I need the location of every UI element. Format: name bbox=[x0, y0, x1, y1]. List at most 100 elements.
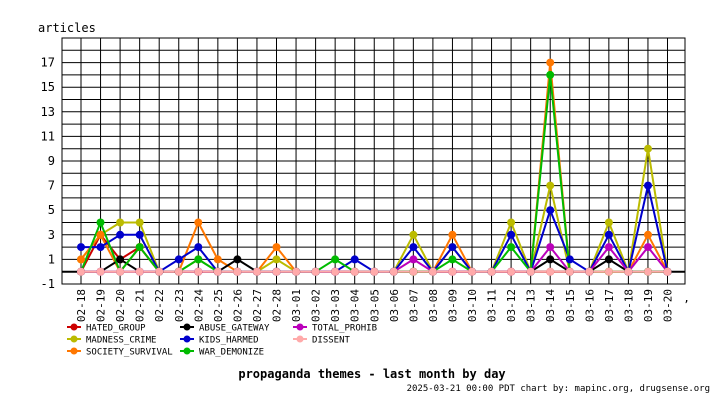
x-tick-label: 03-18 bbox=[622, 289, 635, 322]
legend-swatch-dot bbox=[296, 335, 304, 343]
data-point bbox=[174, 267, 183, 276]
data-point bbox=[155, 267, 164, 276]
legend-label: MADNESS_CRIME bbox=[86, 336, 156, 346]
data-point bbox=[604, 267, 613, 276]
legend-label: DISSENT bbox=[312, 336, 351, 346]
data-point bbox=[331, 267, 340, 276]
x-tick-label: 03-07 bbox=[407, 289, 420, 322]
data-point bbox=[644, 144, 652, 153]
data-point bbox=[624, 267, 633, 276]
x-tick-label: 02-20 bbox=[114, 289, 127, 322]
corner-mark: ’ bbox=[683, 298, 690, 311]
y-tick-label: 15 bbox=[41, 80, 55, 94]
data-point bbox=[644, 181, 652, 190]
data-point bbox=[292, 267, 301, 276]
data-point bbox=[546, 58, 555, 67]
x-tick-label: 03-12 bbox=[505, 289, 518, 322]
data-point bbox=[96, 267, 105, 276]
plot-grid bbox=[62, 37, 685, 285]
data-point bbox=[409, 230, 418, 239]
data-point bbox=[604, 243, 613, 252]
data-point bbox=[213, 255, 222, 264]
legend-swatch-dot bbox=[183, 347, 191, 355]
footer-credit: 2025-03-21 00:00 PDT chart by: mapinc.or… bbox=[407, 384, 710, 394]
data-point bbox=[272, 267, 281, 276]
data-point bbox=[644, 267, 652, 276]
x-tick-labels: 02-18 02-19 02-20 02-21 02-22 02-23 02-24 02-25… bbox=[75, 289, 675, 322]
legend-swatch-dot bbox=[70, 323, 78, 331]
legend-label: SOCIETY_SURVIVAL bbox=[86, 348, 173, 358]
data-point bbox=[116, 255, 125, 264]
x-tick-label: 02-24 bbox=[192, 289, 205, 322]
data-point bbox=[116, 230, 125, 239]
data-point bbox=[194, 218, 203, 227]
data-point bbox=[77, 243, 85, 252]
data-point bbox=[507, 218, 516, 227]
data-point bbox=[565, 267, 574, 276]
data-point bbox=[546, 181, 555, 190]
data-point bbox=[77, 267, 85, 276]
legend-label: KIDS_HARMED bbox=[199, 336, 259, 346]
series-points bbox=[77, 58, 672, 276]
data-point bbox=[96, 218, 105, 227]
legend-swatch-dot bbox=[70, 347, 78, 355]
legend-label: WAR_DEMONIZE bbox=[199, 348, 264, 358]
y-tick-label: -1 bbox=[41, 277, 55, 291]
x-tick-label: 03-17 bbox=[603, 289, 616, 322]
x-tick-label: 02-28 bbox=[271, 289, 284, 322]
data-point bbox=[389, 267, 398, 276]
data-point bbox=[116, 267, 125, 276]
x-tick-label: 03-01 bbox=[290, 289, 303, 322]
y-tick-label: 13 bbox=[41, 105, 55, 119]
y-axis-label: articles bbox=[38, 21, 96, 35]
data-point bbox=[565, 255, 574, 264]
x-tick-label: 03-03 bbox=[329, 289, 342, 322]
data-point bbox=[194, 267, 203, 276]
data-point bbox=[311, 267, 320, 276]
x-tick-label: 03-02 bbox=[310, 289, 323, 322]
legend-swatch-dot bbox=[183, 335, 191, 343]
legend: HATED_GROUP ABUSE_GATEWAY TOTAL_PROHIB MADN… bbox=[67, 323, 377, 358]
y-tick-label: 7 bbox=[48, 179, 55, 193]
data-point bbox=[546, 206, 555, 215]
x-tick-label: 03-13 bbox=[525, 289, 538, 322]
data-point bbox=[644, 243, 652, 252]
data-point bbox=[272, 255, 281, 264]
y-tick-label: 3 bbox=[48, 228, 55, 242]
data-point bbox=[507, 267, 516, 276]
data-point bbox=[272, 243, 281, 252]
data-point bbox=[331, 255, 340, 264]
y-tick-label: 5 bbox=[48, 203, 55, 217]
y-tick-label: 1 bbox=[48, 252, 55, 266]
data-point bbox=[135, 267, 144, 276]
x-tick-label: 03-09 bbox=[446, 289, 459, 322]
data-point bbox=[409, 243, 418, 252]
data-point bbox=[233, 255, 242, 264]
data-point bbox=[253, 267, 261, 276]
data-point bbox=[546, 243, 555, 252]
y-tick-label: 17 bbox=[41, 56, 55, 70]
y-tick-label: 11 bbox=[41, 129, 55, 143]
x-tick-label: 03-06 bbox=[388, 289, 401, 322]
x-tick-label: 03-16 bbox=[583, 289, 596, 322]
x-tick-label: 02-23 bbox=[173, 289, 186, 322]
data-point bbox=[409, 255, 418, 264]
data-point bbox=[96, 243, 105, 252]
legend-label: ABUSE_GATEWAY bbox=[199, 324, 270, 334]
data-point bbox=[350, 255, 359, 264]
data-point bbox=[194, 243, 203, 252]
legend-swatch-dot bbox=[70, 335, 78, 343]
x-tick-label: 02-26 bbox=[231, 289, 244, 322]
x-tick-label: 03-04 bbox=[349, 289, 362, 322]
data-point bbox=[194, 255, 203, 264]
data-point bbox=[233, 267, 242, 276]
data-point bbox=[468, 267, 476, 276]
legend-label: HATED_GROUP bbox=[86, 324, 146, 334]
data-point bbox=[507, 230, 516, 239]
data-point bbox=[77, 255, 85, 264]
chart-title: propaganda themes - last month by day bbox=[238, 367, 505, 381]
x-tick-label: 02-22 bbox=[153, 289, 166, 322]
data-point bbox=[370, 267, 379, 276]
data-point bbox=[487, 267, 496, 276]
